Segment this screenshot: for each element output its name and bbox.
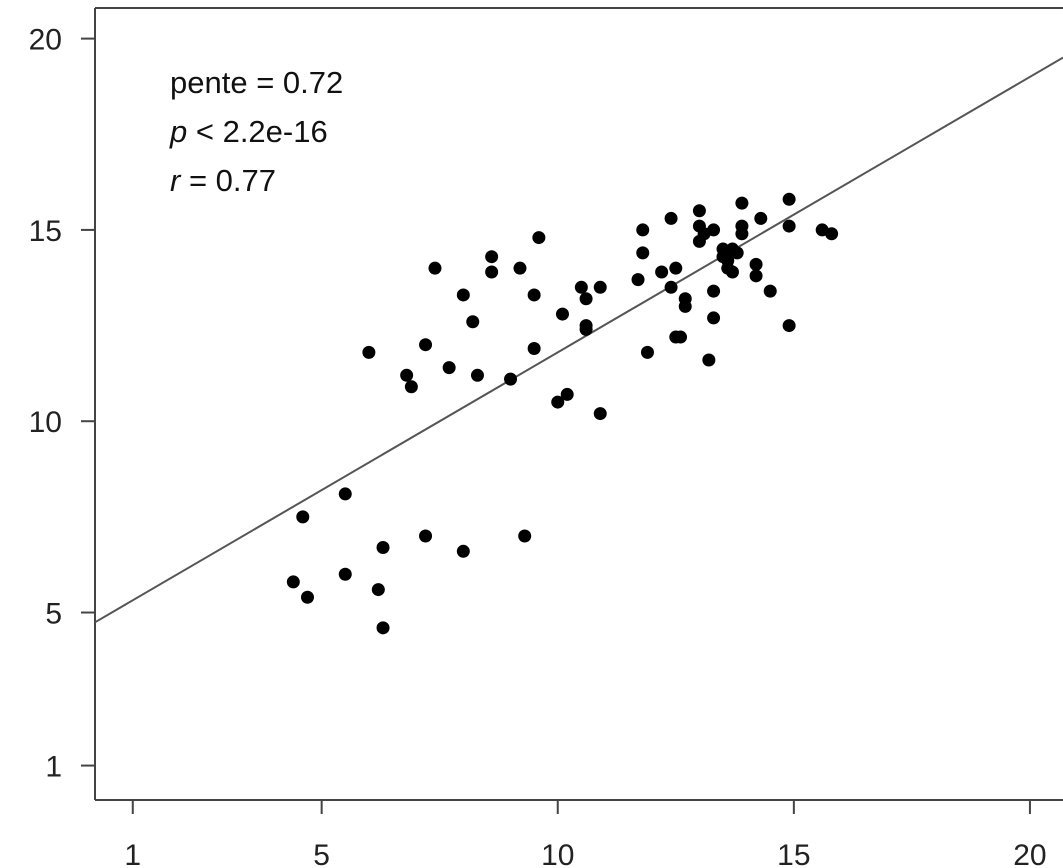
- data-points: [286, 192, 839, 635]
- x-tick-label: 10: [541, 839, 574, 868]
- slope-label: pente = 0.72: [170, 65, 343, 100]
- data-point: [485, 250, 499, 264]
- data-point: [730, 246, 744, 260]
- data-point: [504, 372, 518, 386]
- data-point: [636, 223, 650, 237]
- data-point: [725, 265, 739, 279]
- data-point: [782, 192, 796, 206]
- data-point: [674, 330, 688, 344]
- data-point: [300, 590, 314, 604]
- data-point: [593, 407, 607, 421]
- data-point: [376, 540, 390, 554]
- data-point: [574, 280, 588, 294]
- data-point: [692, 204, 706, 218]
- data-point: [664, 211, 678, 225]
- data-point: [631, 273, 645, 287]
- data-point: [513, 261, 527, 275]
- data-point: [419, 338, 433, 352]
- data-point: [707, 311, 721, 325]
- p-value-text: < 2.2e-16: [187, 114, 327, 149]
- data-point: [400, 368, 414, 382]
- y-tick-label: 1: [45, 751, 62, 784]
- data-point: [707, 284, 721, 298]
- r-variable: r: [170, 163, 182, 198]
- data-point: [678, 299, 692, 313]
- regression-line: [94, 56, 1063, 624]
- axes: [94, 7, 1063, 801]
- data-point: [782, 319, 796, 333]
- data-point: [456, 288, 470, 302]
- x-ticks: 1 5 10 15 20: [124, 800, 1047, 868]
- data-point: [470, 368, 484, 382]
- data-point: [825, 227, 839, 241]
- regression-line-group: [94, 56, 1063, 624]
- data-point: [579, 292, 593, 306]
- data-point: [527, 288, 541, 302]
- r-value-text: = 0.77: [180, 163, 276, 198]
- x-tick-label: 5: [313, 839, 330, 868]
- data-point: [782, 219, 796, 233]
- data-point: [551, 395, 565, 409]
- r-value-label: r = 0.77: [170, 163, 276, 198]
- y-tick-label: 20: [29, 24, 62, 57]
- data-point: [664, 280, 678, 294]
- y-tick-label: 15: [29, 215, 62, 248]
- data-point: [362, 345, 376, 359]
- data-point: [456, 544, 470, 558]
- data-point: [735, 227, 749, 241]
- data-point: [636, 246, 650, 260]
- x-tick-label: 1: [124, 839, 141, 868]
- data-point: [532, 231, 546, 245]
- data-point: [707, 223, 721, 237]
- data-point: [338, 567, 352, 581]
- data-point: [376, 621, 390, 635]
- stats-annotation: pente = 0.72 p < 2.2e-16 r = 0.77: [169, 65, 343, 198]
- data-point: [579, 322, 593, 336]
- x-tick-label: 20: [1013, 839, 1046, 868]
- data-point: [655, 265, 669, 279]
- data-point: [763, 284, 777, 298]
- y-tick-label: 5: [45, 598, 62, 631]
- y-tick-label: 10: [29, 406, 62, 439]
- data-point: [296, 510, 310, 524]
- data-point: [527, 342, 541, 356]
- data-point: [518, 529, 532, 543]
- data-point: [338, 487, 352, 501]
- data-point: [286, 575, 300, 589]
- data-point: [371, 583, 385, 597]
- data-point: [485, 265, 499, 279]
- data-point: [754, 211, 768, 225]
- data-point: [640, 345, 654, 359]
- data-point: [702, 353, 716, 367]
- p-value-label: p < 2.2e-16: [169, 114, 328, 149]
- data-point: [466, 315, 480, 329]
- data-point: [442, 361, 456, 375]
- data-point: [419, 529, 433, 543]
- data-point: [404, 380, 418, 394]
- data-point: [669, 261, 683, 275]
- data-point: [735, 196, 749, 210]
- data-point: [749, 257, 763, 271]
- x-tick-label: 15: [777, 839, 810, 868]
- data-point: [560, 387, 574, 401]
- p-variable: p: [169, 114, 187, 149]
- data-point: [428, 261, 442, 275]
- data-point: [555, 307, 569, 321]
- data-point: [593, 280, 607, 294]
- data-point: [749, 269, 763, 283]
